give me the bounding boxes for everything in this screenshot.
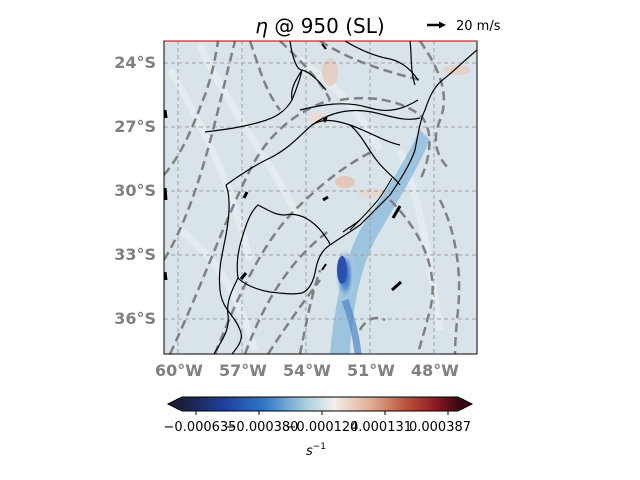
colorbar-left-extension [168,397,182,411]
map-panel [164,41,477,354]
latitude-labels: 24°S 27°S 30°S 33°S 36°S [114,53,156,328]
longitude-labels: 60°W 57°W 54°W 51°W 48°W [155,361,459,380]
colorbar-tick-label: −0.000635 [164,420,237,435]
map-title: η @ 950 (SL) [255,14,384,38]
lat-tick-label: 33°S [114,245,156,264]
lat-tick-label: 27°S [114,117,156,136]
colorbar-tick-label: −0.000380 [226,420,299,435]
lat-tick-label: 30°S [114,181,156,200]
lat-tick-label: 24°S [114,53,156,72]
reference-vector: 20 m/s [427,19,501,34]
colorbar-unit-label: s−1 [306,442,326,459]
colorbar-tick-label: 0.000131 [350,420,412,435]
colorbar: −0.000635 −0.000380 −0.000124 0.000131 0… [164,396,474,459]
graticule [164,41,477,354]
colorbar-tick-label: 0.000387 [409,420,471,435]
lon-tick-label: 60°W [155,361,203,380]
lon-tick-label: 48°W [411,361,459,380]
wind-vectors [164,43,402,292]
colorbar-tick-label: −0.000124 [286,420,359,435]
lon-tick-label: 51°W [347,361,395,380]
title-text: @ 950 (SL) [268,14,385,38]
streamfunction-contours [164,41,461,354]
colorbar-gradient [182,397,458,411]
lat-tick-label: 36°S [114,309,156,328]
lon-tick-label: 54°W [283,361,331,380]
colorbar-right-extension [458,397,472,411]
vorticity-field-background [164,41,477,354]
title-symbol: η [255,14,268,38]
lon-tick-label: 57°W [219,361,267,380]
coastlines-borders [204,41,477,354]
reference-vector-label: 20 m/s [456,19,501,34]
